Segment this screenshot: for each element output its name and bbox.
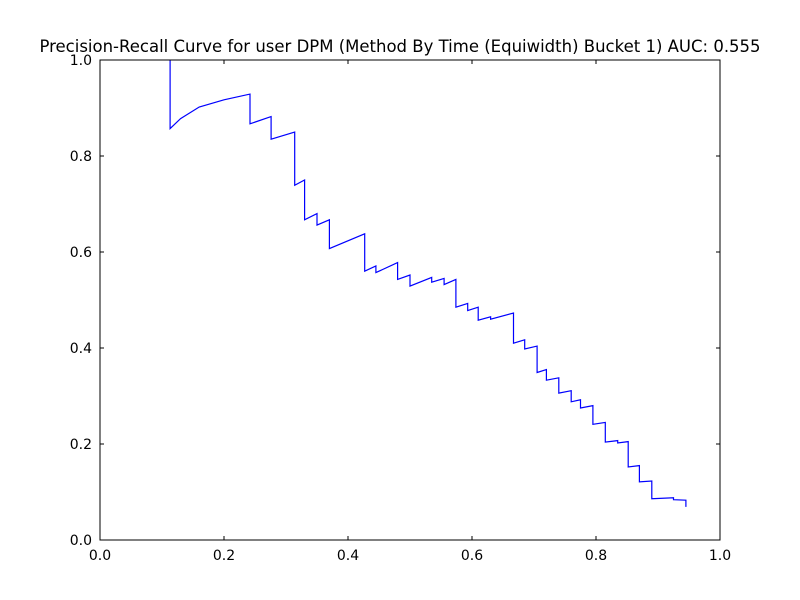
chart-title: Precision-Recall Curve for user DPM (Met…	[39, 37, 760, 56]
y-tick-label: 0.4	[70, 341, 92, 357]
x-tick-label: 0.2	[213, 548, 235, 564]
x-tick-label: 0.4	[337, 548, 359, 564]
y-tick-label: 0.2	[70, 437, 92, 453]
x-axis: 0.0 0.2 0.4 0.6 0.8 1.0	[89, 60, 731, 564]
x-tick-label: 1.0	[709, 548, 731, 564]
x-tick-label: 0.6	[461, 548, 483, 564]
y-tick-label: 0.8	[70, 149, 92, 165]
x-tick-label: 0.8	[585, 548, 607, 564]
y-tick-label: 1.0	[70, 53, 92, 69]
plot-frame	[99, 59, 721, 541]
y-tick-label: 0.6	[70, 245, 92, 261]
x-tick-label: 0.0	[89, 548, 111, 564]
pr-curve-line-0	[169, 60, 687, 507]
y-axis: 0.0 0.2 0.4 0.6 0.8 1.0	[70, 53, 720, 549]
y-tick-label: 0.0	[70, 533, 92, 549]
plot-area	[169, 60, 687, 507]
